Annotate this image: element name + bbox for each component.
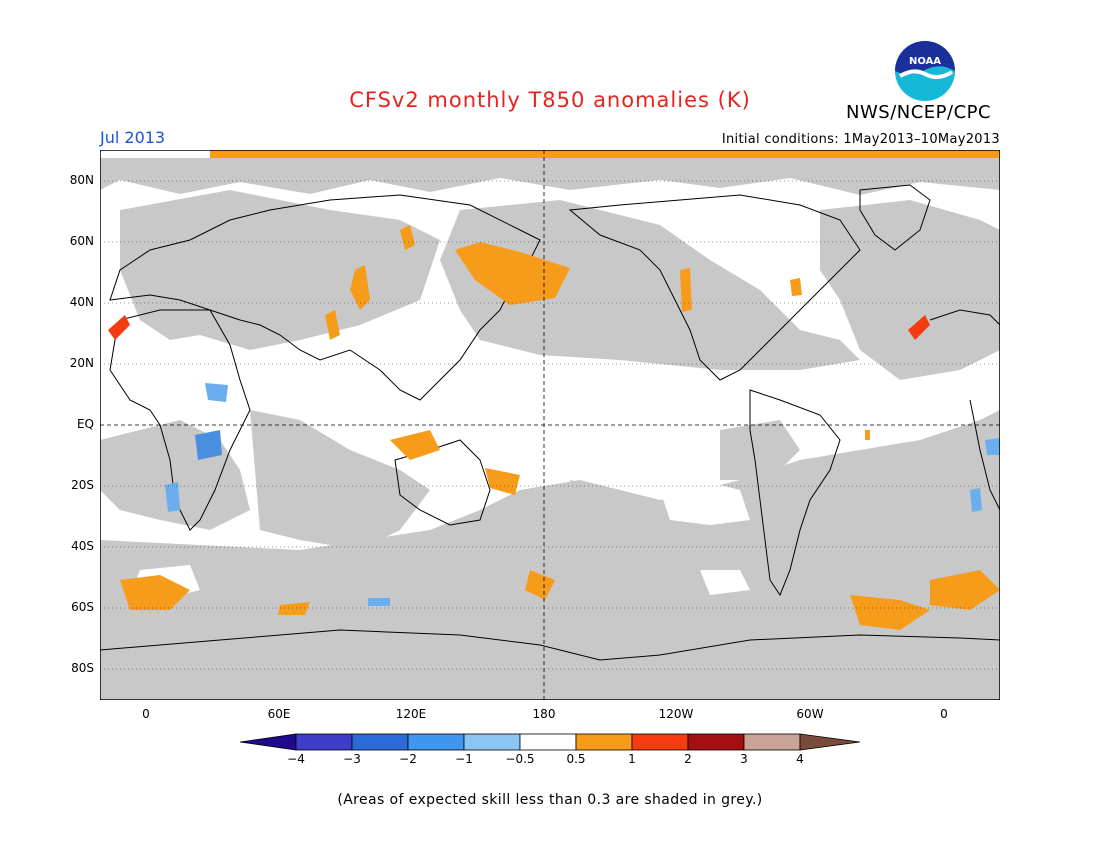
coastlines	[100, 184, 1000, 661]
skill-footnote: (Areas of expected skill less than 0.3 a…	[337, 792, 763, 808]
lat-label: 40N	[69, 295, 94, 309]
lon-label: 60W	[796, 707, 824, 721]
colorbar-label: 3	[740, 752, 748, 766]
initial-conditions: Initial conditions: 1May2013–10May2013	[721, 132, 1000, 147]
colorbar-label: −1	[455, 752, 473, 766]
colorbar-label: −0.5	[505, 752, 535, 766]
lat-label: EQ	[76, 417, 94, 431]
anomaly-map	[100, 150, 1000, 700]
lon-label: 120W	[658, 707, 694, 721]
noaa-logo: NOAA	[895, 41, 955, 101]
agency-label: NWS/NCEP/CPC	[846, 102, 992, 123]
colorbar-label: 2	[684, 752, 692, 766]
chart-title: CFSv2 monthly T850 anomalies (K)	[349, 88, 751, 112]
lat-label: 60N	[69, 234, 94, 248]
colorbar-label: −4	[287, 752, 305, 766]
valid-month: Jul 2013	[100, 128, 166, 147]
colorbar-label: 1	[628, 752, 636, 766]
lon-label: 0	[940, 707, 948, 721]
cool-anomaly-shading	[165, 383, 1000, 606]
lat-label: 80N	[69, 173, 94, 187]
colorbar-label: 0.5	[566, 752, 586, 766]
lat-label: 80S	[71, 661, 94, 675]
lon-label: 120E	[395, 707, 427, 721]
colorbar-label: −3	[343, 752, 361, 766]
lon-label: 180	[532, 707, 556, 721]
colorbar	[240, 733, 860, 751]
logo-text: NOAA	[909, 56, 941, 67]
colorbar-max-arrow	[799, 733, 860, 751]
warm-anomaly-shading	[120, 150, 1000, 630]
lat-label: 60S	[71, 600, 94, 614]
lon-label: 0	[142, 707, 150, 721]
colorbar-min-arrow	[240, 733, 297, 751]
colorbar-label: −2	[399, 752, 417, 766]
lat-label: 20N	[69, 356, 94, 370]
lon-label: 60E	[267, 707, 291, 721]
strong-warm-anomaly	[108, 315, 930, 340]
lat-label: 40S	[71, 539, 94, 553]
colorbar-label: 4	[796, 752, 804, 766]
lat-label: 20S	[71, 478, 94, 492]
